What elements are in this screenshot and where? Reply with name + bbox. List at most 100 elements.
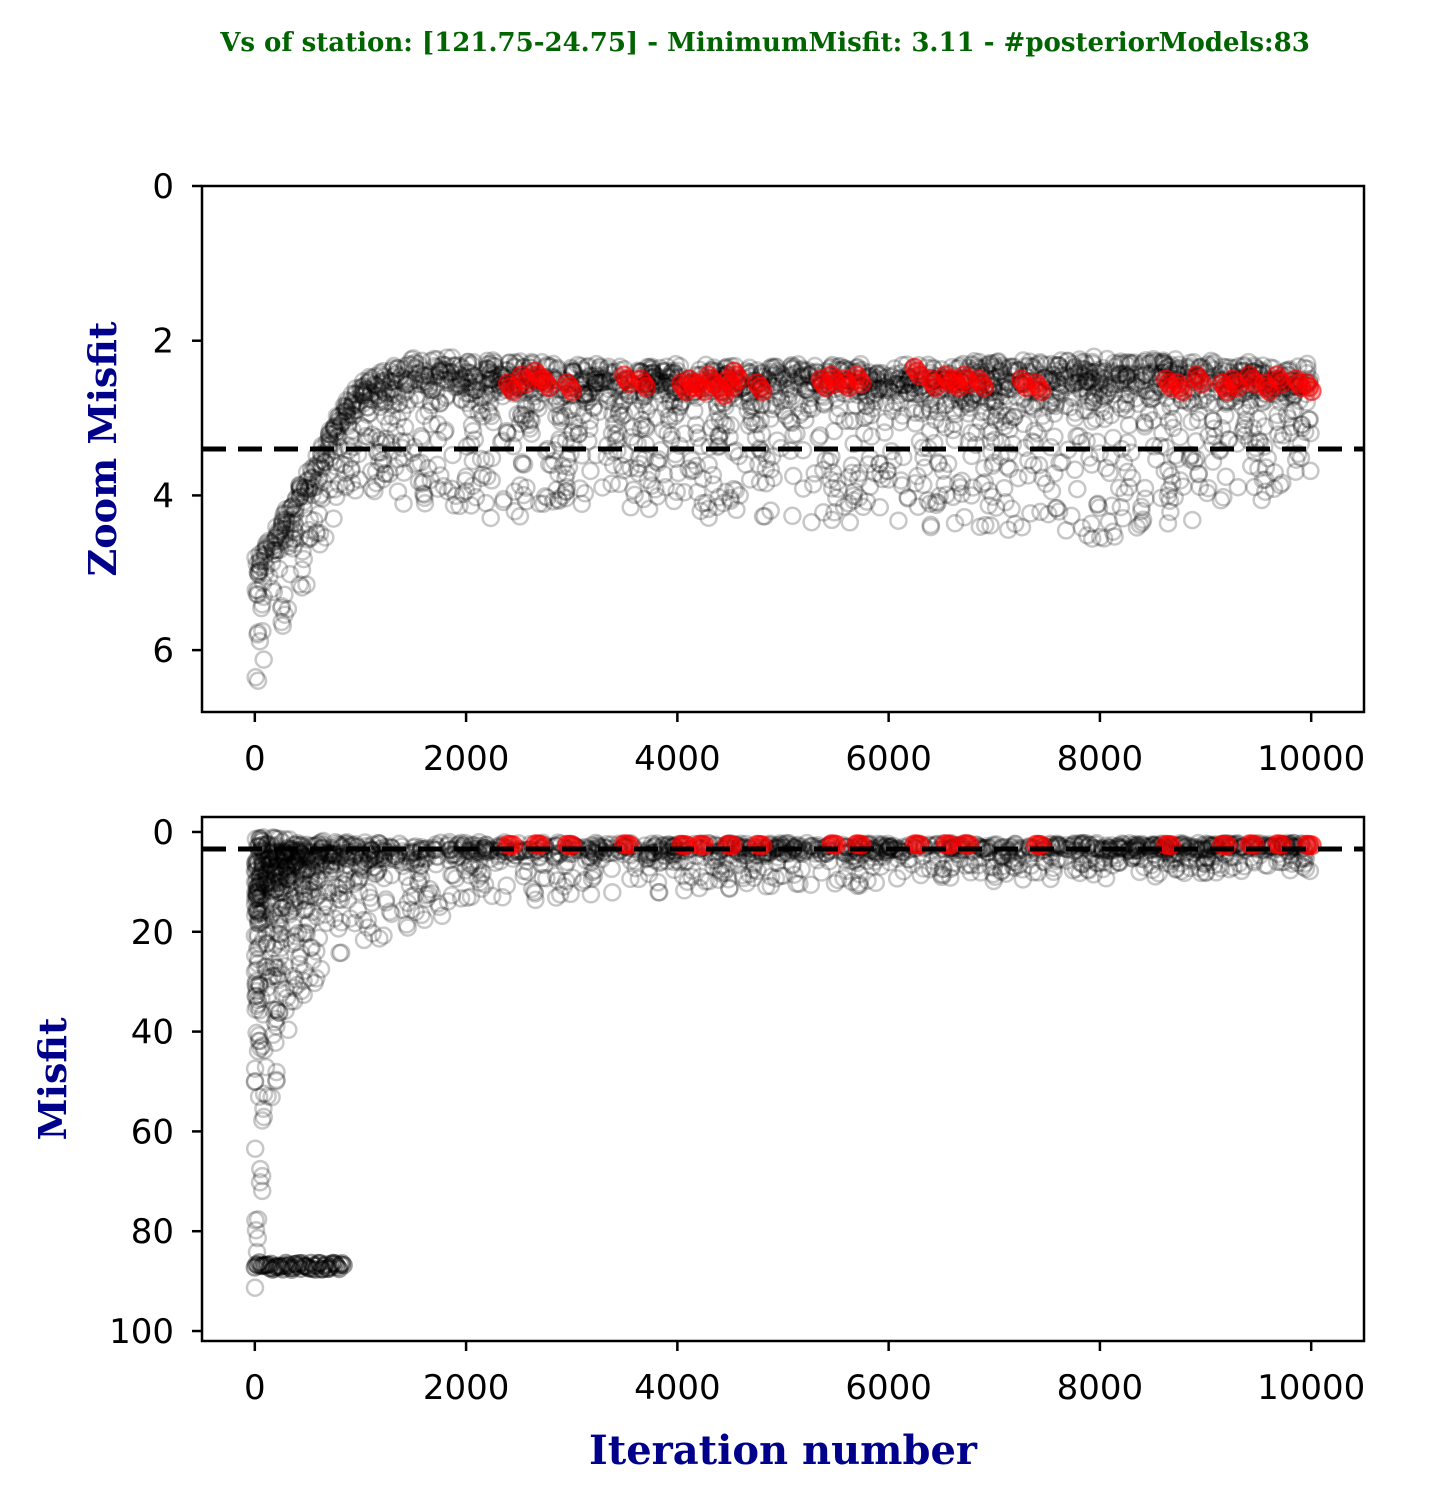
sample-point (549, 464, 568, 483)
sample-point (1031, 354, 1050, 374)
sample-point (1301, 461, 1320, 481)
sample-point (1052, 376, 1071, 395)
sample-point (1189, 403, 1209, 422)
sample-point (1003, 434, 1023, 454)
sample-point (444, 496, 464, 515)
sample-point (360, 367, 379, 387)
sample-point (1095, 368, 1115, 388)
sample-point (928, 453, 948, 472)
sample-point (1149, 864, 1169, 883)
x-tick-label: 0 (244, 739, 266, 779)
sample-point (648, 375, 668, 394)
sample-point (626, 858, 645, 878)
sample-point (1041, 834, 1060, 853)
sample-point (371, 365, 391, 385)
sample-point (992, 365, 1011, 384)
sample-point (871, 465, 890, 484)
sample-point (248, 581, 268, 600)
sample-point (434, 476, 453, 496)
sample-point (688, 482, 707, 502)
sample-point (412, 351, 432, 371)
sample-point (1127, 373, 1146, 393)
sample-point (648, 453, 668, 473)
sample-point (392, 371, 411, 390)
sample-point (247, 884, 267, 904)
sample-point (586, 365, 606, 385)
sample-point (314, 472, 333, 491)
sample-point (1045, 356, 1065, 375)
sample-point (1062, 506, 1081, 526)
sample-point (309, 487, 329, 506)
sample-point (379, 379, 398, 399)
sample-point (1064, 358, 1084, 378)
sample-point (373, 450, 393, 469)
sample-point (1194, 854, 1213, 873)
sample-point (530, 494, 549, 513)
sample-point (986, 498, 1006, 517)
sample-point (805, 844, 825, 863)
sample-point (1093, 362, 1113, 382)
sample-point (1198, 355, 1217, 374)
sample-point (802, 512, 821, 532)
sample-point (359, 428, 379, 447)
sample-point (319, 428, 339, 447)
sample-point (354, 418, 374, 438)
y-tick-label: 20 (131, 913, 174, 953)
x-tick-label: 0 (244, 1368, 266, 1408)
sample-point (1007, 401, 1027, 421)
sample-point (337, 406, 356, 426)
sample-point (575, 385, 594, 405)
sample-point (898, 488, 917, 507)
sample-point (892, 371, 912, 391)
sample-point (1095, 402, 1115, 421)
sample-point (450, 377, 470, 396)
x-tick-label: 6000 (845, 739, 932, 779)
sample-point (444, 356, 463, 376)
sample-point (395, 417, 415, 437)
sample-point (788, 355, 808, 374)
sample-point (778, 368, 797, 388)
sample-point (873, 376, 892, 395)
sample-point (575, 370, 595, 389)
posterior-point (815, 377, 836, 398)
sample-point (365, 374, 384, 394)
sample-point (792, 359, 812, 378)
sample-point (992, 412, 1011, 432)
sample-point (845, 482, 864, 501)
sample-point (449, 374, 468, 394)
sample-point (484, 369, 503, 389)
sample-point (1126, 389, 1146, 408)
sample-point (889, 511, 908, 530)
sample-point (971, 359, 991, 378)
sample-point (410, 364, 430, 383)
sample-point (1122, 443, 1141, 462)
sample-point (1046, 499, 1066, 518)
sample-point (575, 385, 594, 405)
sample-point (514, 485, 533, 505)
sample-point (624, 418, 643, 437)
sample-point (842, 456, 862, 475)
sample-point (253, 595, 272, 614)
sample-point (984, 378, 1004, 398)
sample-point (642, 463, 661, 482)
sample-point (840, 513, 860, 532)
sample-point (1139, 404, 1159, 423)
sample-point (693, 494, 712, 513)
sample-point (814, 503, 833, 522)
sample-point (635, 364, 655, 383)
sample-point (462, 416, 482, 435)
sample-point (897, 383, 917, 403)
sample-point (478, 376, 497, 396)
sample-point (575, 361, 594, 381)
sample-point (668, 463, 688, 483)
sample-point (576, 392, 595, 412)
sample-point (1111, 372, 1130, 391)
sample-point (920, 836, 939, 856)
sample-point (293, 542, 312, 561)
sample-point (1109, 394, 1128, 414)
sample-point (1002, 499, 1021, 519)
sample-point (662, 426, 681, 445)
sample-point (478, 401, 498, 421)
sample-point (986, 360, 1005, 379)
sample-point (910, 432, 930, 451)
